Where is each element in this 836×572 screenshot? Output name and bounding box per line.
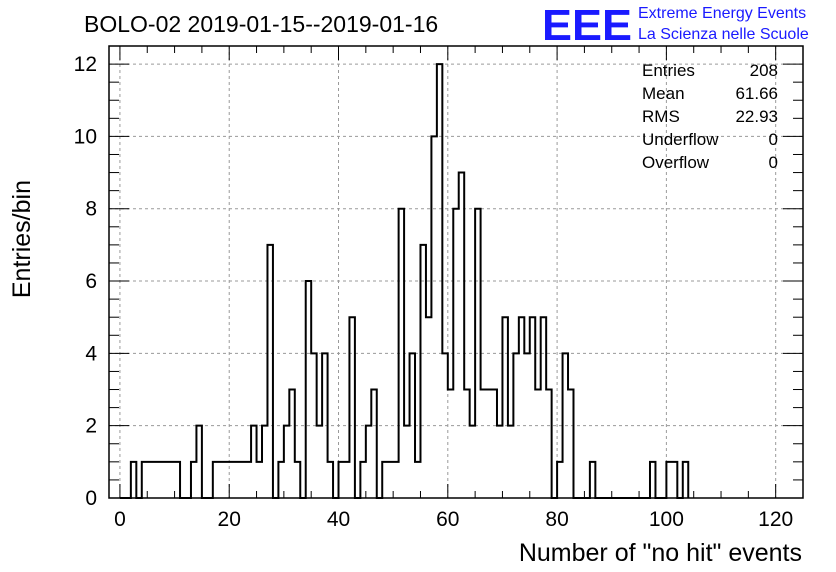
histogram-bin — [497, 426, 502, 498]
x-axis-title: Number of "no hit" events — [519, 539, 802, 567]
x-tick-label: 100 — [649, 508, 684, 531]
histogram-bin — [481, 390, 486, 498]
tick-labels: 0 20 40 60 80 100 120 0 2 4 6 8 10 12 — [74, 53, 794, 531]
histogram-bin — [448, 390, 453, 498]
logo-letters: EEE — [542, 1, 632, 50]
stats-rms-label: RMS — [642, 107, 680, 126]
histogram-bin — [224, 462, 229, 498]
logo-line-1: Extreme Energy Events — [638, 5, 806, 22]
y-tick-label: 10 — [74, 125, 97, 148]
histogram-bin — [153, 462, 158, 498]
logo-line-2: La Scienza nelle Scuole — [638, 26, 809, 43]
stats-underflow-value: 0 — [769, 130, 778, 149]
stats-entries-value: 208 — [750, 61, 778, 80]
stats-mean-value: 61.66 — [735, 84, 778, 103]
histogram-bin — [470, 426, 475, 498]
stats-overflow-value: 0 — [769, 153, 778, 172]
stats-rms-value: 22.93 — [735, 107, 778, 126]
y-axis-title: Entries/bin — [8, 180, 36, 298]
histogram-bin — [317, 426, 322, 498]
x-tick-label: 20 — [218, 508, 241, 531]
chart-title: BOLO-02 2019-01-15--2019-01-16 — [84, 11, 438, 37]
y-tick-label: 4 — [85, 342, 97, 365]
eee-logo: EEE Extreme Energy Events La Scienza nel… — [542, 1, 809, 50]
histogram-bin — [535, 390, 540, 498]
histogram-bin — [344, 462, 349, 498]
histogram-bin — [218, 462, 223, 498]
histogram-bin — [508, 426, 513, 498]
grid — [109, 46, 803, 499]
histogram-bin — [147, 462, 152, 498]
histogram-bin — [388, 462, 393, 498]
plot-frame — [108, 45, 804, 499]
histogram-outline — [119, 63, 690, 499]
x-tick-label: 80 — [545, 508, 568, 531]
histogram-bin — [393, 462, 398, 498]
histogram-bin — [235, 462, 240, 498]
y-tick-label: 2 — [85, 415, 97, 438]
histogram-bin — [164, 462, 169, 498]
histogram-series — [119, 63, 690, 499]
histogram-bin — [246, 462, 251, 498]
x-tick-label: 40 — [327, 508, 350, 531]
histogram-bin — [426, 317, 431, 498]
histogram-bin — [158, 462, 163, 498]
axis-ticks — [109, 46, 804, 499]
stats-overflow-label: Overflow — [642, 153, 710, 172]
histogram-bin — [486, 390, 491, 498]
stats-entries-label: Entries — [642, 61, 695, 80]
histogram-bin — [257, 462, 262, 498]
histogram-bin — [169, 462, 174, 498]
stats-mean-label: Mean — [642, 84, 685, 103]
x-tick-label: 0 — [114, 508, 126, 531]
histogram-bin — [240, 462, 245, 498]
x-tick-label: 60 — [436, 508, 459, 531]
histogram-bin — [404, 426, 409, 498]
histogram-bin — [229, 462, 234, 498]
stats-underflow-label: Underflow — [642, 130, 719, 149]
y-tick-label: 0 — [85, 487, 97, 510]
stats-box: Entries 208 Mean 61.66 RMS 22.93 Underfl… — [642, 61, 778, 172]
histogram-bin — [415, 462, 420, 498]
y-tick-label: 6 — [85, 270, 97, 293]
x-tick-label: 120 — [758, 508, 793, 531]
y-tick-label: 8 — [85, 198, 97, 221]
y-tick-label: 12 — [74, 53, 97, 76]
